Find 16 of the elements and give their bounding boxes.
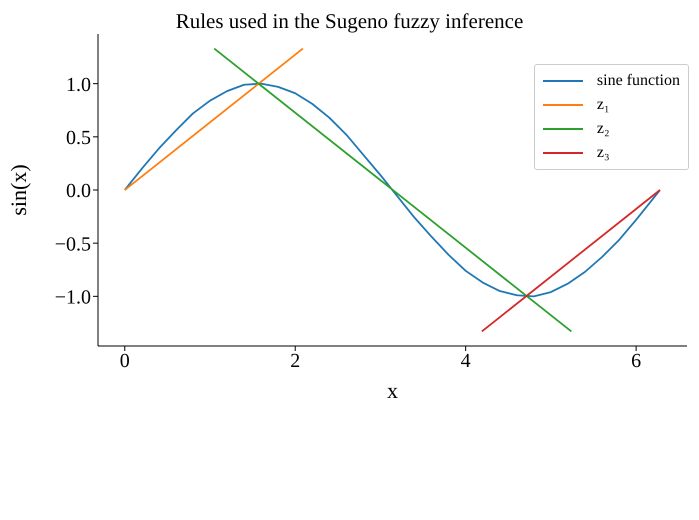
legend-label: z₂ (596, 120, 610, 138)
y-tick-label: 0.5 (66, 126, 91, 149)
x-tick-label: 2 (290, 350, 300, 372)
y-tick-label: −1.0 (54, 286, 91, 308)
chart-title: Rules used in the Sugeno fuzzy inference (174, 8, 524, 34)
legend-label: z₁ (596, 96, 610, 114)
x-tick-label: 0 (120, 350, 130, 372)
legend-label: z₃ (596, 144, 610, 162)
y-tick-label: −0.5 (54, 233, 91, 256)
x-tick-label: 4 (460, 350, 471, 372)
y-tick-label: 0.0 (66, 180, 91, 202)
y-axis-title: sin(x) (6, 164, 31, 216)
y-tick-label: 1.0 (66, 74, 91, 96)
x-tick-label: 6 (631, 350, 642, 372)
x-axis-title: x (387, 378, 398, 403)
legend-label: sine function (596, 72, 680, 90)
